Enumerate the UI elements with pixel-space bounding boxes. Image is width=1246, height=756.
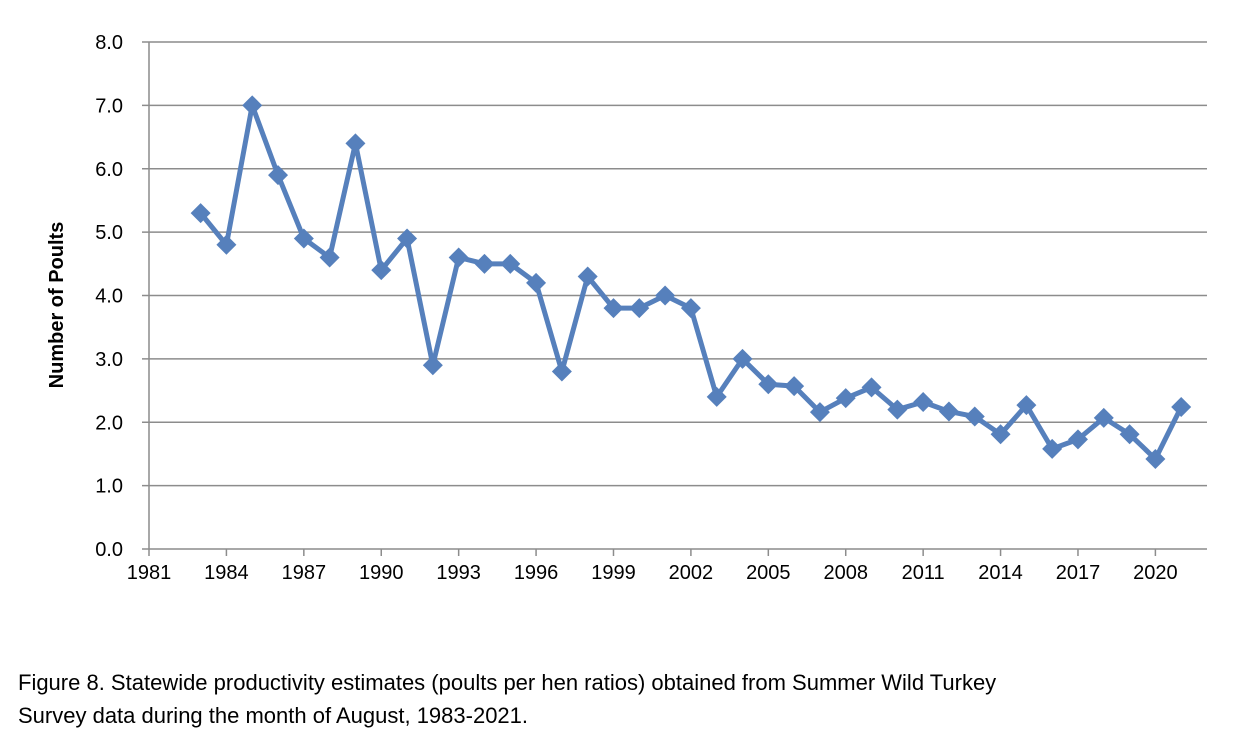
x-tick-label: 1984	[204, 562, 249, 584]
y-tick-label: 5.0	[95, 222, 123, 244]
y-tick-label: 2.0	[95, 412, 123, 434]
data-point	[732, 348, 753, 369]
data-point	[371, 260, 392, 281]
x-tick-label: 1999	[591, 562, 636, 584]
data-point	[293, 228, 314, 249]
y-axis-label: Number of Poults	[46, 222, 68, 389]
data-point	[629, 298, 650, 319]
data-point	[216, 234, 237, 255]
data-point	[758, 374, 779, 395]
data-point	[861, 377, 882, 398]
data-point	[990, 424, 1011, 445]
y-tick-label: 8.0	[95, 32, 123, 54]
data-point	[1119, 424, 1140, 445]
y-tick-label: 3.0	[95, 349, 123, 371]
data-point	[526, 272, 547, 293]
data-point	[809, 402, 830, 423]
y-tick-label: 7.0	[95, 95, 123, 117]
y-tick-label: 1.0	[95, 476, 123, 498]
figure-caption: Figure 8. Statewide productivity estimat…	[18, 666, 1238, 732]
y-tick-label: 0.0	[95, 539, 123, 561]
x-tick-label: 1996	[514, 562, 559, 584]
x-tick-label: 2020	[1133, 562, 1178, 584]
x-tick-label: 2017	[1056, 562, 1101, 584]
data-point	[1016, 395, 1037, 416]
caption-line-2: Survey data during the month of August, …	[18, 703, 529, 728]
data-point	[680, 298, 701, 319]
x-tick-label: 2008	[823, 562, 868, 584]
data-point	[268, 165, 289, 186]
data-point	[706, 386, 727, 407]
x-tick-label: 2002	[669, 562, 714, 584]
data-point	[242, 95, 263, 116]
line-chart: 0.0 1.0 2.0 3.0 4.0 5.0 6.0 7.0 8.0 1981 1984 1987 1…	[46, 32, 1207, 584]
data-point	[964, 406, 985, 427]
data-point	[835, 388, 856, 409]
data-point	[1042, 438, 1063, 459]
data-point	[577, 266, 598, 287]
x-tick-label: 1981	[127, 562, 172, 584]
x-tick-label: 1993	[436, 562, 481, 584]
y-tick-label: 4.0	[95, 286, 123, 308]
x-tick-label: 2005	[746, 562, 791, 584]
data-point	[913, 391, 934, 412]
data-point	[448, 247, 469, 268]
caption-line-1: Figure 8. Statewide productivity estimat…	[18, 670, 997, 695]
data-point	[887, 399, 908, 420]
data-point	[784, 376, 805, 397]
data-point	[938, 401, 959, 422]
data-point	[1067, 429, 1088, 450]
data-point	[319, 247, 340, 268]
data-point	[345, 133, 366, 154]
data-point	[190, 203, 211, 224]
data-point	[500, 253, 521, 274]
data-point	[1171, 397, 1192, 418]
data-point	[474, 253, 495, 274]
x-tick-label: 2014	[978, 562, 1023, 584]
data-point	[422, 355, 443, 376]
data-point	[551, 361, 572, 382]
y-tick-label: 6.0	[95, 159, 123, 181]
data-point	[655, 285, 676, 306]
x-tick-label: 2011	[902, 562, 945, 584]
data-point	[1145, 449, 1166, 470]
x-tick-label: 1990	[359, 562, 404, 584]
x-tick-label: 1987	[282, 562, 327, 584]
data-point	[603, 298, 624, 319]
data-point	[1093, 407, 1114, 428]
data-point	[397, 228, 418, 249]
